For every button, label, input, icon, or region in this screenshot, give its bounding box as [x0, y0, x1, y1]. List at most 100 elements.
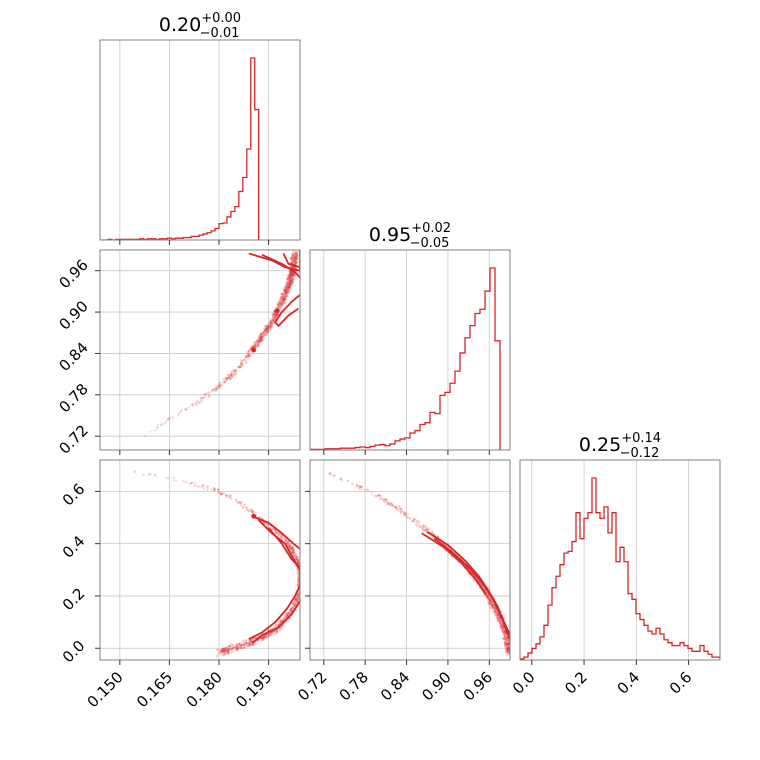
pair-0-2-sample-261 [227, 651, 230, 654]
pair-1-2-sample-266 [493, 613, 497, 616]
pair-0-1-sample-634 [223, 380, 227, 383]
pair-1-2-contour-1 [433, 537, 510, 636]
pair-0-1-sample-787 [290, 276, 294, 279]
pair-0-1-sample-568 [294, 257, 297, 260]
pair-0-1-sample-148 [256, 342, 260, 345]
pair-0-1-sample-2 [242, 362, 245, 365]
pair-0-1-sample-310 [269, 326, 272, 329]
pair-1-2-sample-755 [506, 646, 509, 649]
pair-1-2-sample-799 [328, 472, 331, 475]
pair-0-2-sample-155 [276, 621, 279, 624]
pair-1-2-sample-730 [430, 531, 433, 534]
pair-1-2-sample-207 [511, 646, 513, 648]
pair-0-2-sample-882 [267, 635, 271, 638]
pair-0-2-sample-553 [216, 488, 220, 491]
pair-0-2-sample-259 [289, 608, 292, 611]
pair-1-2-sample-837 [492, 606, 495, 610]
pair-0-2-sample-703 [217, 490, 220, 494]
pair-0-1-sample-156 [290, 282, 293, 286]
pair-1-2-sample-759 [408, 517, 412, 520]
pair-0-2-sample-253 [223, 648, 226, 652]
pair-0-2-sample-300 [220, 651, 224, 654]
pair-0-1-sample-318 [279, 305, 282, 308]
pair-0-1-sample-67 [262, 332, 266, 335]
pair-0-2-sample-346 [279, 618, 282, 621]
pair-1-2-sample-745 [389, 502, 393, 506]
pair-0-1-sample-593 [282, 298, 285, 301]
pair-0-2-sample-349 [225, 496, 228, 499]
pair-0-1-sample-178 [286, 294, 289, 297]
pair-1-2-sample-88 [498, 623, 501, 626]
pair-1-2-sample-1 [403, 511, 406, 514]
pair-0-1-sample-586 [211, 389, 214, 392]
pair-1-2-sample-191 [382, 500, 386, 503]
pair-0-2-sample-850 [241, 643, 244, 646]
pair-0-1-sample-756 [287, 274, 290, 277]
pair-1-2-xtick-label-4: 0.96 [460, 668, 496, 704]
pair-0-1-sample-560 [287, 292, 291, 295]
pair-0-1-sample-481 [285, 291, 289, 294]
pair-1-2-sample-109 [506, 648, 509, 651]
pair-0-2-sample-224 [229, 647, 232, 650]
pair-0-1-sample-202 [289, 285, 292, 288]
pair-0-2-sample-486 [240, 641, 243, 644]
pair-0-2-sample-541 [286, 611, 289, 614]
pair-1-2-sample-34 [489, 602, 492, 605]
pair-1-2-sample-591 [393, 506, 396, 509]
pair-0-2-sample-702 [279, 536, 282, 539]
pair-1-2-sample-794 [379, 494, 382, 498]
pair-1-2-sample-828 [394, 505, 397, 508]
pair-0-1-sample-441 [225, 379, 229, 382]
pair-0-1-sample-57 [257, 334, 260, 338]
pair-0-1-sample-221 [290, 273, 293, 276]
pair-0-1-sample-626 [276, 302, 279, 305]
pair-0-1-sample-151 [164, 421, 167, 424]
pair-0-1-sample-126 [171, 416, 174, 419]
pair-0-1-sample-184 [286, 276, 289, 280]
pair-0-1-sample-423 [278, 301, 281, 305]
pair-0-2-sample-773 [249, 643, 252, 646]
pair-1-2-sample-290 [504, 632, 507, 635]
pair-0-2-sample-69 [291, 602, 295, 605]
pair-0-2-sample-782 [301, 581, 303, 583]
pair-0-1-sample-311 [287, 274, 290, 277]
pair-1-2-sample-613 [380, 498, 384, 501]
pair-1-2-sample-852 [375, 495, 378, 498]
pair-0-1-sample-212 [218, 384, 221, 387]
pair-1-2-sample-898 [498, 625, 501, 628]
pair-0-2-sample-60 [274, 531, 277, 535]
pair-0-1-sample-569 [289, 283, 292, 286]
pair-0-2-sample-116 [285, 613, 288, 616]
pair-1-2-sample-785 [505, 644, 508, 647]
pair-0-1-sample-502 [292, 257, 295, 261]
pair-0-2-sample-96 [247, 639, 250, 643]
pair-0-1-sample-495 [284, 295, 287, 298]
pair-0-1-sample-474 [266, 329, 269, 332]
pair-0-2-sample-713 [284, 539, 287, 542]
pair-0-1-sample-892 [275, 313, 278, 316]
pair-1-2-sample-620 [488, 603, 491, 606]
pair-1-2-sample-227 [506, 647, 509, 650]
pair-0-2-sample-732 [292, 551, 295, 554]
pair-0-1-sample-359 [296, 258, 299, 261]
pair-0-1-sample-329 [270, 321, 273, 324]
pair-0-1-sample-328 [286, 287, 289, 290]
pair-0-1-sample-374 [282, 298, 286, 301]
pair-0-1-sample-855 [295, 261, 298, 265]
pair-1-2-sample-483 [494, 614, 497, 617]
pair-0-1-sample-887 [236, 365, 239, 368]
pair-0-2-sample-526 [283, 538, 286, 541]
pair-0-2-sample-845 [217, 491, 220, 494]
pair-1-2-sample-562 [505, 636, 508, 639]
pair-0-1-sample-282 [292, 273, 296, 277]
pair-0-2-sample-668 [229, 495, 232, 498]
pair-0-2-sample-687 [196, 485, 200, 488]
pair-0-1-sample-726 [212, 388, 215, 391]
hist-0: 0.20+0.00 −0.01 [99, 11, 301, 245]
pair-0-2-sample-305 [237, 646, 241, 650]
pair-1-2-sample-507 [507, 648, 510, 651]
pair-1-2-sample-840 [493, 612, 497, 615]
pair-1-2-sample-299 [490, 600, 493, 604]
pair-0-1-sample-11 [259, 336, 262, 339]
pair-0-1-sample-412 [194, 403, 197, 407]
